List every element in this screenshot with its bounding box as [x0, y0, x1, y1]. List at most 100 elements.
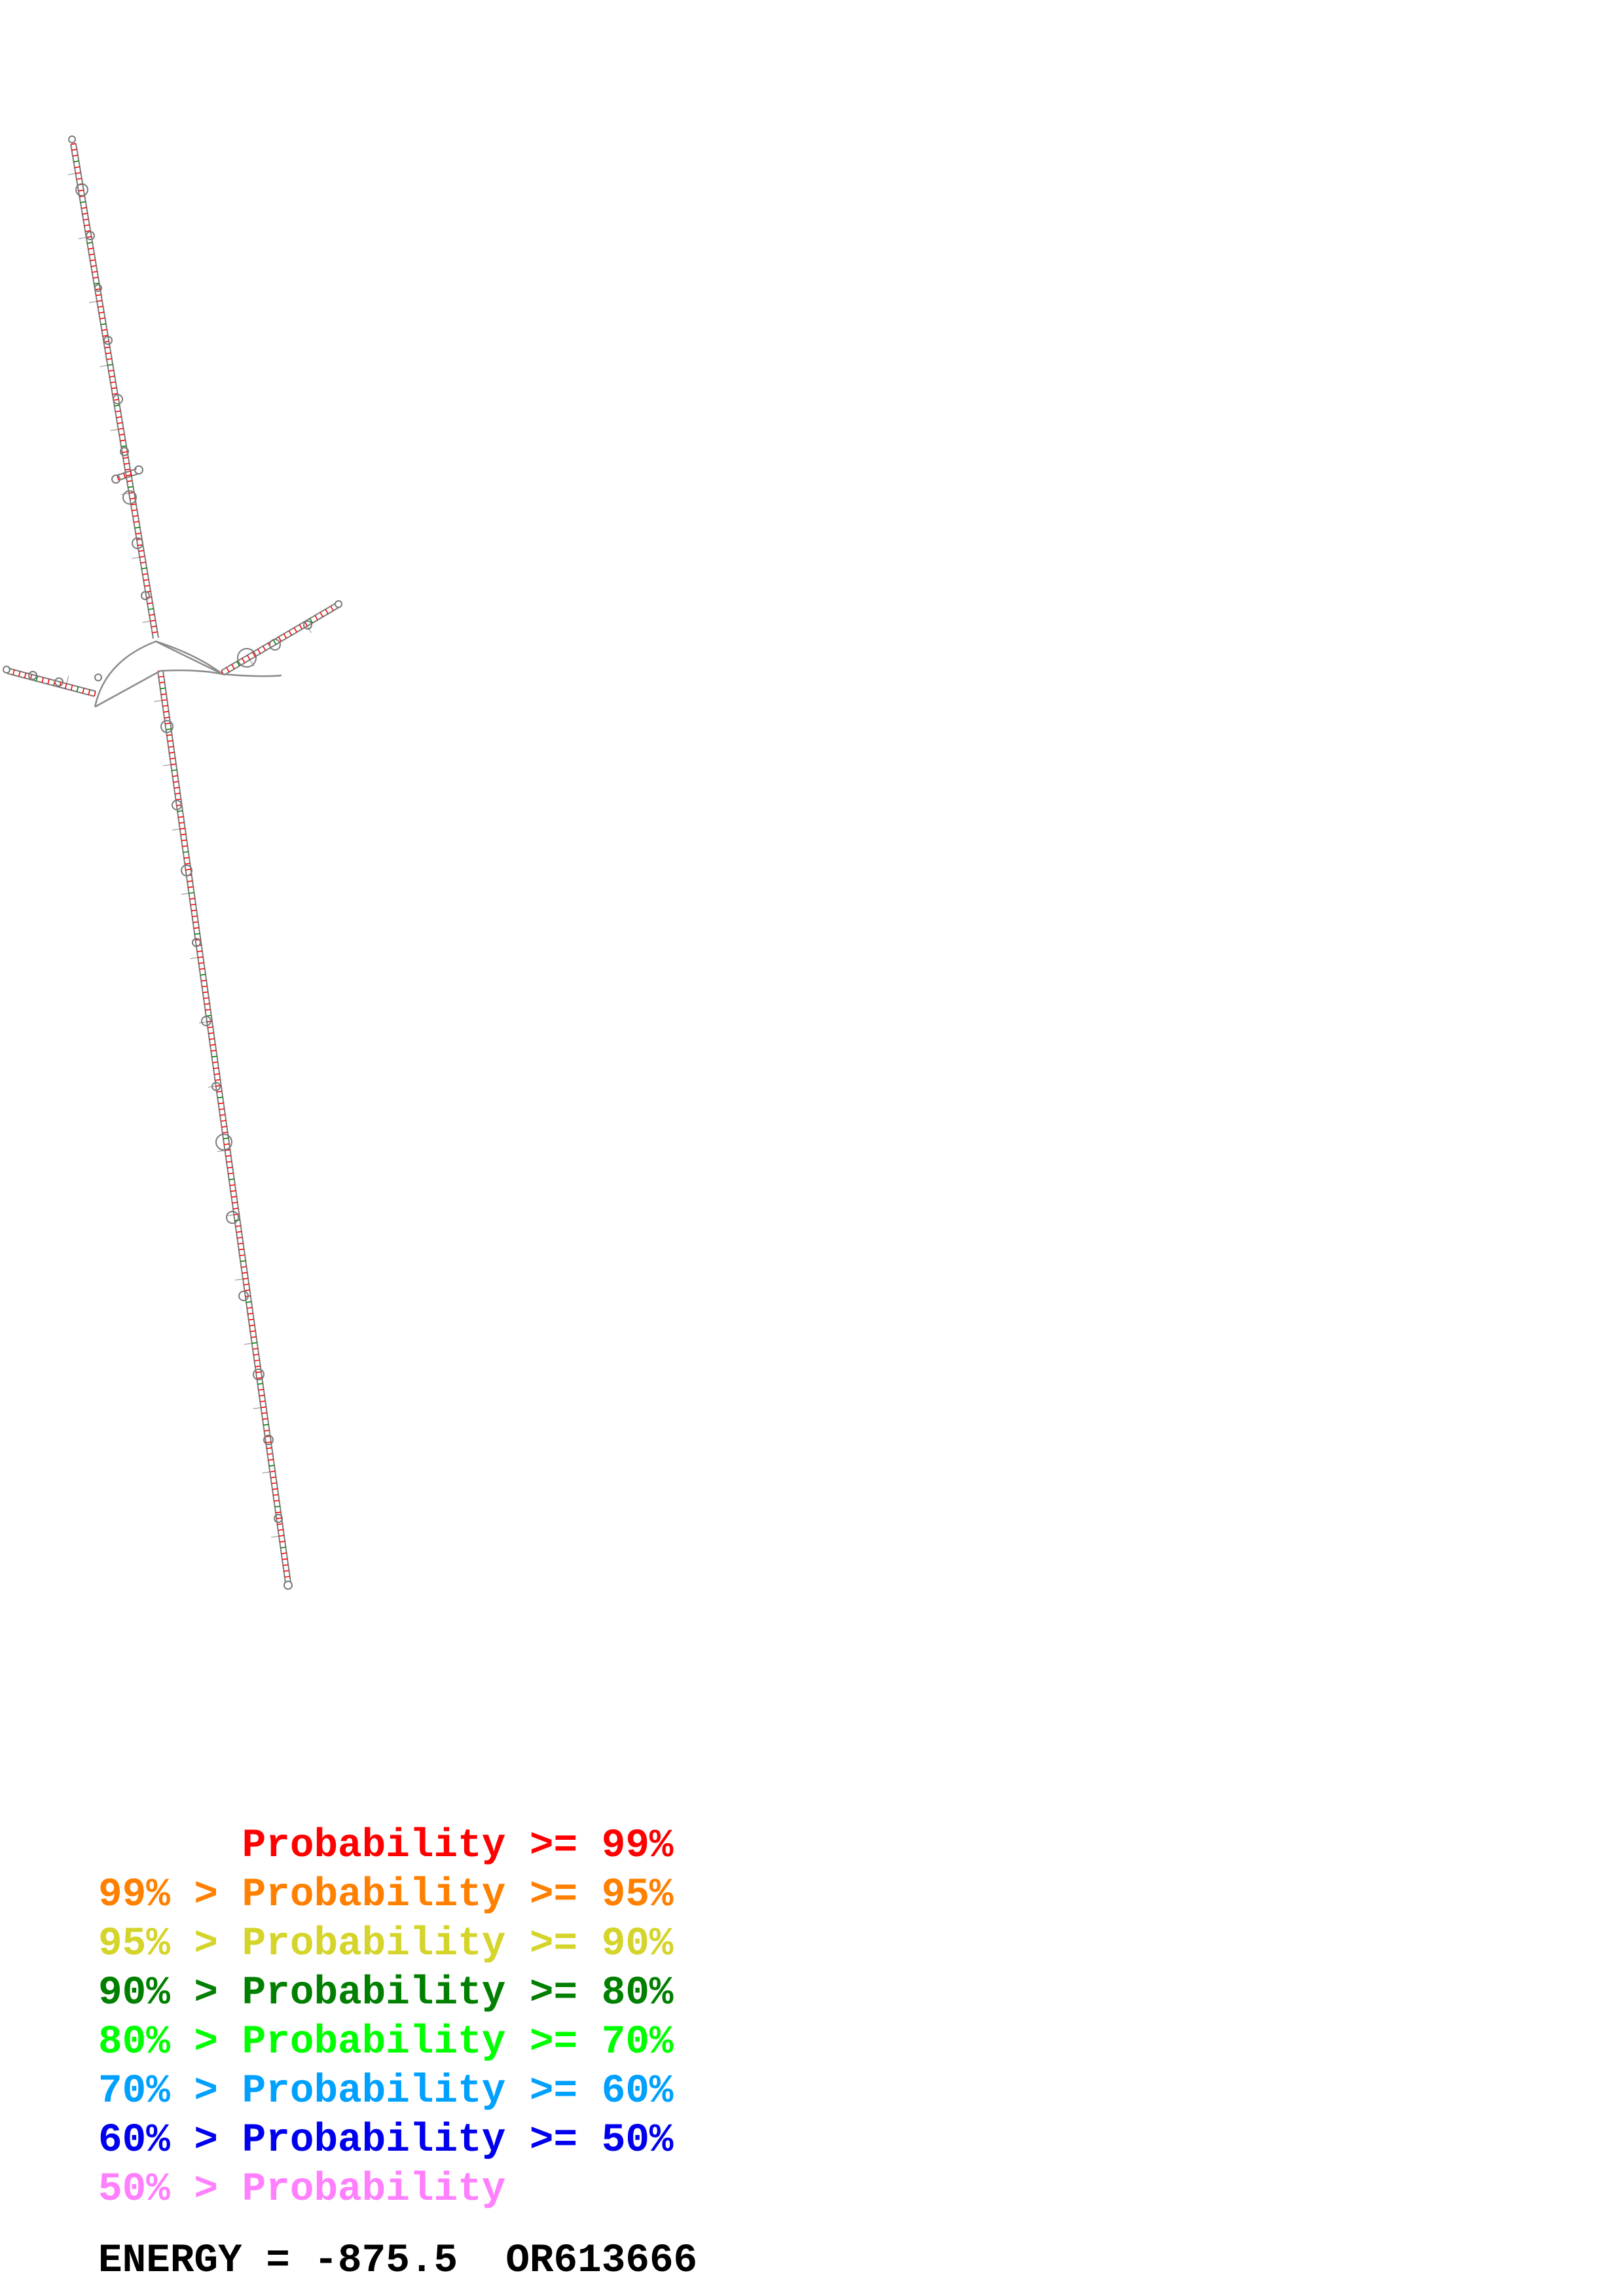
internal-loop — [160, 720, 173, 733]
base-pair — [281, 1552, 287, 1554]
position-tick — [142, 620, 150, 623]
position-tick — [262, 1471, 270, 1474]
base-pair — [235, 1225, 241, 1227]
base-pair — [280, 1541, 285, 1543]
loop-group — [3, 135, 342, 1590]
base-pair — [325, 609, 329, 615]
base-pair — [47, 679, 50, 685]
base-pair — [270, 1476, 276, 1479]
base-pair — [165, 723, 171, 725]
position-tick — [132, 556, 139, 559]
base-pair — [205, 1009, 211, 1011]
base-pair — [283, 633, 287, 639]
base-pair — [203, 997, 210, 999]
base-pair — [217, 1096, 223, 1099]
internal-loop — [75, 183, 88, 196]
base-pair — [81, 207, 87, 209]
position-tick — [181, 893, 189, 895]
base-pair — [272, 639, 277, 645]
base-pair — [201, 979, 207, 982]
base-pair — [96, 300, 103, 302]
base-pair — [166, 734, 172, 736]
base-pair — [71, 149, 77, 151]
position-tick — [78, 237, 86, 240]
base-pair — [232, 1202, 238, 1204]
base-pair — [251, 1336, 257, 1338]
position-tick — [199, 1021, 207, 1024]
position-tick — [217, 1150, 225, 1153]
base-pair — [202, 985, 208, 988]
base-pair — [70, 685, 73, 691]
base-pair — [274, 1499, 280, 1502]
base-pair — [202, 991, 208, 994]
base-pair — [330, 605, 334, 611]
backbone-strand — [8, 668, 96, 692]
base-pair — [114, 404, 120, 407]
base-pair — [261, 1412, 267, 1414]
base-pair — [251, 1342, 257, 1344]
hairpin-loop — [111, 475, 120, 484]
base-pair — [141, 567, 147, 569]
base-pair — [104, 346, 110, 349]
base-pair — [101, 329, 107, 331]
internal-loop — [94, 673, 102, 681]
base-pair — [252, 1348, 259, 1350]
base-pair — [271, 1482, 277, 1484]
position-tick — [249, 660, 255, 667]
base-pair — [261, 1406, 266, 1408]
position-tick — [163, 764, 171, 766]
backbone-strand — [223, 607, 339, 676]
base-pair — [122, 457, 129, 459]
internal-loop — [283, 1581, 293, 1590]
base-pair — [98, 306, 103, 308]
base-pair — [213, 1067, 219, 1069]
base-pair — [122, 473, 126, 478]
position-tick — [244, 1342, 252, 1345]
right-helix — [221, 602, 339, 676]
base-pair — [244, 1283, 249, 1285]
base-pair — [84, 224, 90, 226]
base-pair — [173, 781, 179, 783]
base-pair — [64, 683, 67, 689]
base-pair — [119, 433, 125, 436]
base-pair — [241, 1266, 247, 1268]
base-pair — [87, 242, 93, 244]
internal-loop — [238, 1291, 249, 1301]
base-pair — [94, 691, 96, 697]
base-pair — [234, 1213, 240, 1215]
base-pair — [263, 1424, 269, 1426]
base-pair — [264, 1429, 270, 1432]
base-pair — [183, 857, 190, 859]
base-pair — [248, 1318, 254, 1321]
base-pair — [88, 689, 90, 695]
accession-id: OR613666 — [505, 2238, 698, 2284]
base-pair — [74, 166, 81, 168]
base-pair — [126, 474, 132, 476]
base-pair — [226, 667, 230, 673]
base-pair — [259, 1394, 265, 1397]
internal-loop — [226, 1211, 239, 1224]
base-pair — [191, 909, 197, 912]
internal-loop — [122, 490, 137, 505]
base-pair — [116, 416, 122, 418]
base-pair — [130, 497, 136, 500]
base-pair — [211, 1050, 217, 1052]
base-pair — [173, 787, 180, 789]
base-pair — [110, 381, 116, 384]
base-pair — [194, 933, 200, 935]
base-pair — [100, 323, 107, 325]
base-pair — [299, 624, 303, 630]
base-pair — [274, 1505, 280, 1508]
base-pair — [273, 1494, 279, 1496]
base-pair — [112, 393, 118, 395]
base-pair — [193, 927, 200, 929]
base-pair — [160, 687, 166, 690]
base-pair — [89, 253, 95, 256]
internal-loop — [132, 537, 143, 549]
base-pair — [70, 143, 77, 145]
position-tick — [100, 365, 107, 367]
internal-loop — [335, 600, 342, 608]
multiloop — [94, 640, 282, 708]
base-pair — [319, 612, 323, 617]
base-pair — [139, 556, 145, 558]
